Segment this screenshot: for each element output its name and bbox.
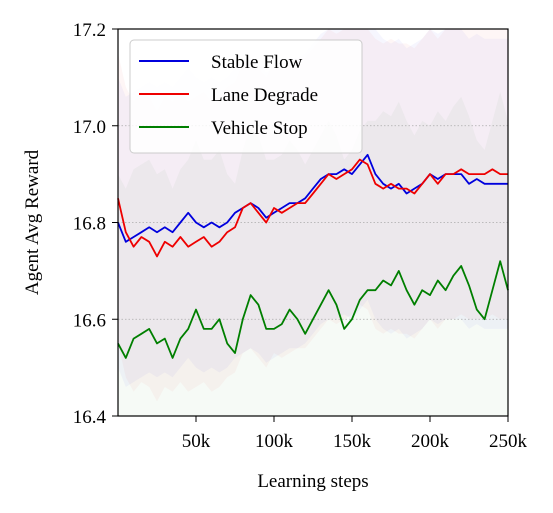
series-line-0 <box>117 153 508 243</box>
y-tick-label-1: 16.6 <box>73 310 106 331</box>
legend-label-0: Stable Flow <box>211 52 303 73</box>
series-line-1 <box>117 158 508 258</box>
y-tick-label-2: 16.8 <box>73 214 106 235</box>
y-axis-label: Agent Avg Reward <box>22 149 43 295</box>
x-tick-label-3: 200k <box>411 431 450 452</box>
x-tick-label-4: 250k <box>489 431 528 452</box>
legend-label-2: Vehicle Stop <box>211 118 308 139</box>
y-tick-label-4: 17.2 <box>73 20 106 41</box>
series-line-2 <box>117 260 509 359</box>
legend-label-1: Lane Degrade <box>211 85 318 106</box>
y-tick-label-0: 16.4 <box>73 407 107 428</box>
series-lines <box>117 153 509 359</box>
x-tick-label-0: 50k <box>182 431 211 452</box>
x-tick-label-1: 100k <box>255 431 294 452</box>
y-axis-ticks: 16.4 16.6 16.8 17.0 17.2 <box>73 20 118 428</box>
y-tick-label-3: 17.0 <box>73 117 106 138</box>
x-tick-label-2: 150k <box>333 431 372 452</box>
legend-box <box>129 39 363 154</box>
legend: Stable Flow Lane Degrade Vehicle Stop <box>129 39 363 154</box>
x-axis-ticks: 50k 100k 150k 200k 250k <box>182 416 528 452</box>
x-axis-label: Learning steps <box>257 471 368 492</box>
